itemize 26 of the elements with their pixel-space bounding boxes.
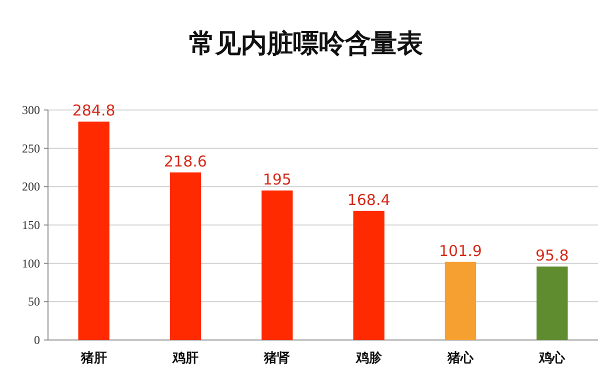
x-tick-label: 猪肝: [80, 351, 107, 366]
x-tick-label: 鸡胗: [354, 351, 383, 366]
bar: [444, 262, 476, 340]
data-label: 218.6: [164, 152, 207, 170]
data-label: 168.4: [347, 190, 390, 209]
y-tick-label: 50: [28, 294, 40, 309]
chart-title: 常见内脏嘌呤含量表: [189, 29, 423, 58]
bar: [262, 190, 293, 340]
bar: [78, 122, 110, 340]
x-tick-label: 猪肾: [263, 351, 290, 366]
y-tick-label: 300: [22, 103, 40, 117]
y-tick-label: 100: [22, 256, 40, 270]
data-label: 95.8: [535, 246, 569, 265]
data-label: 101.9: [439, 242, 482, 260]
y-tick-label: 150: [22, 218, 40, 232]
x-tick-label: 鸡肝: [172, 351, 198, 366]
y-tick-label: 0: [34, 333, 40, 347]
bar: [170, 172, 202, 340]
y-tick-label: 200: [22, 180, 40, 194]
bar: [353, 210, 384, 340]
data-label: 284.8: [72, 102, 116, 120]
x-tick-label: 猪心: [446, 350, 474, 366]
x-tick-label: 鸡心: [538, 350, 566, 366]
data-label: 195: [262, 170, 292, 188]
bar: [536, 266, 568, 340]
y-tick-label: 250: [22, 141, 40, 156]
